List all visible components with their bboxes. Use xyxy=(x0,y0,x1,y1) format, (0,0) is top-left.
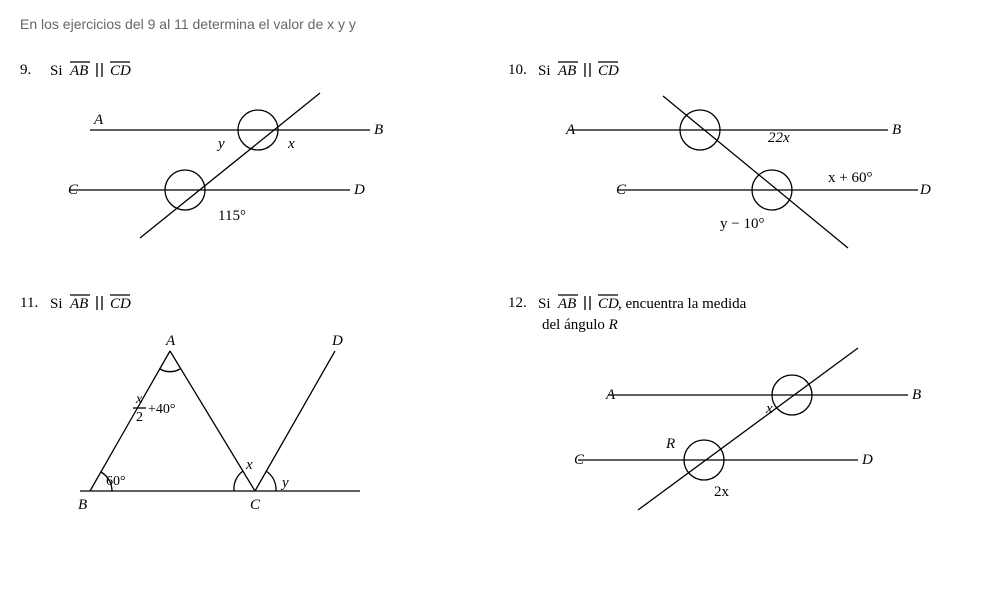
premise-prefix: Si xyxy=(50,63,63,79)
exercise-9-figure: A B C D y x 115° xyxy=(60,88,498,263)
exercise-12: 12. Si AB CD , encuentra la medida del á… xyxy=(508,291,986,526)
ex9-label-C: C xyxy=(68,182,79,198)
ex12-label-D: D xyxy=(861,452,873,468)
exercise-10: 10. Si AB CD xyxy=(508,58,986,263)
exercise-9-header: 9. Si AB CD xyxy=(20,58,498,82)
ex10-yminus10: y − 10° xyxy=(720,216,764,232)
instruction-text: En los ejercicios del 9 al 11 determina … xyxy=(20,16,986,32)
ex10-label-B: B xyxy=(892,122,901,138)
exercise-9-premise: Si AB CD xyxy=(50,58,160,82)
exercise-11-number: 11. xyxy=(20,295,42,312)
ex12-2x: 2x xyxy=(714,484,730,500)
exercise-9-number: 9. xyxy=(20,62,42,79)
segment-cd: CD xyxy=(598,63,619,79)
exercise-10-figure: A B C D 22x x + 60° y − 10° xyxy=(548,88,986,263)
ex10-xplus60: x + 60° xyxy=(828,170,872,186)
ex11-frac-tail: +40° xyxy=(148,402,176,417)
ex9-x: x xyxy=(287,136,295,152)
premise-prefix: Si xyxy=(50,296,63,312)
ex12-extra-inline: , encuentra la medida xyxy=(618,296,747,312)
ex11-label-D: D xyxy=(331,333,343,349)
ex10-label-C: C xyxy=(616,182,627,198)
exercise-11-premise: Si AB CD xyxy=(50,291,160,315)
ex9-label-B: B xyxy=(374,122,383,138)
segment-ab: AB xyxy=(69,63,88,79)
ex12-label-A: A xyxy=(605,387,616,403)
premise-prefix: Si xyxy=(538,296,551,312)
exercise-10-header: 10. Si AB CD xyxy=(508,58,986,82)
exercise-9: 9. Si AB CD xyxy=(20,58,498,263)
ex11-label-C: C xyxy=(250,497,261,513)
ex12-label-B: B xyxy=(912,387,921,403)
exercise-grid: 9. Si AB CD xyxy=(20,58,986,526)
premise-prefix: Si xyxy=(538,63,551,79)
exercise-12-figure: A B C D R x 2x xyxy=(548,340,986,525)
exercise-10-premise: Si AB CD xyxy=(538,58,648,82)
ex9-angle: 115° xyxy=(218,208,246,224)
ex11-x: x xyxy=(245,457,253,473)
exercise-10-number: 10. xyxy=(508,62,530,79)
svg-text:22x: 22x xyxy=(768,130,790,146)
ex10-2x: 2x xyxy=(776,130,791,146)
ex11-label-A: A xyxy=(165,333,176,349)
ex9-y: y xyxy=(216,136,225,152)
segment-ab: AB xyxy=(69,296,88,312)
ex11-frac-bot: 2 xyxy=(136,410,143,425)
exercise-11-figure: A B C D 60° x 2 +40° x y xyxy=(60,321,498,526)
exercise-12-header: 12. Si AB CD , encuentra la medida xyxy=(508,291,986,315)
ex12-label-R: R xyxy=(665,436,675,452)
exercise-12-extra: del ángulo R xyxy=(542,317,986,334)
exercise-11-header: 11. Si AB CD xyxy=(20,291,498,315)
ex11-y: y xyxy=(280,475,289,491)
ex10-label-A: A xyxy=(565,122,576,138)
ex12-label-C: C xyxy=(574,452,585,468)
segment-ab: AB xyxy=(557,296,576,312)
segment-cd: CD xyxy=(598,296,619,312)
ex10-label-D: D xyxy=(919,182,931,198)
segment-cd: CD xyxy=(110,296,131,312)
ex9-label-A: A xyxy=(93,112,104,128)
segment-ab: AB xyxy=(557,63,576,79)
ex11-60: 60° xyxy=(106,474,126,489)
exercise-12-number: 12. xyxy=(508,295,530,312)
exercise-12-premise: Si AB CD , encuentra la medida xyxy=(538,291,838,315)
ex12-x: x xyxy=(765,401,773,417)
segment-cd: CD xyxy=(110,63,131,79)
exercise-11: 11. Si AB CD xyxy=(20,291,498,526)
ex9-label-D: D xyxy=(353,182,365,198)
ex11-frac-top: x xyxy=(135,392,143,407)
ex11-label-B: B xyxy=(78,497,87,513)
